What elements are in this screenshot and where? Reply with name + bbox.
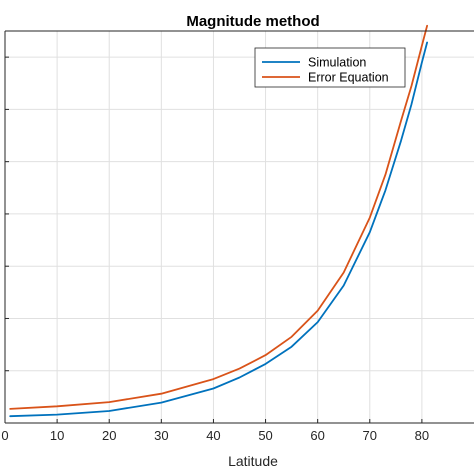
axes: 0 10 20 30 40 50 60 70 80 <box>1 30 474 443</box>
x-tick-label: 80 <box>415 428 429 443</box>
x-tick-label: 10 <box>50 428 64 443</box>
x-tick-label: 30 <box>154 428 168 443</box>
legend-label-2: Error Equation <box>308 71 389 85</box>
x-axis-label: Latitude <box>228 453 278 469</box>
x-tick-label: 20 <box>102 428 116 443</box>
x-tick-label: 40 <box>206 428 220 443</box>
x-tick-label: 70 <box>363 428 377 443</box>
series-line-1 <box>9 41 429 418</box>
grid <box>4 31 474 423</box>
plot-background <box>5 31 474 423</box>
x-tick-label: 60 <box>310 428 324 443</box>
series-line-2 <box>9 24 429 410</box>
chart-title: Magnitude method <box>186 13 319 30</box>
legend-box <box>254 47 406 88</box>
x-tick-label: 50 <box>258 428 272 443</box>
series-layer <box>9 24 429 418</box>
x-tick-label: 0 <box>1 428 8 443</box>
legend-label-1: Simulation <box>308 56 366 70</box>
